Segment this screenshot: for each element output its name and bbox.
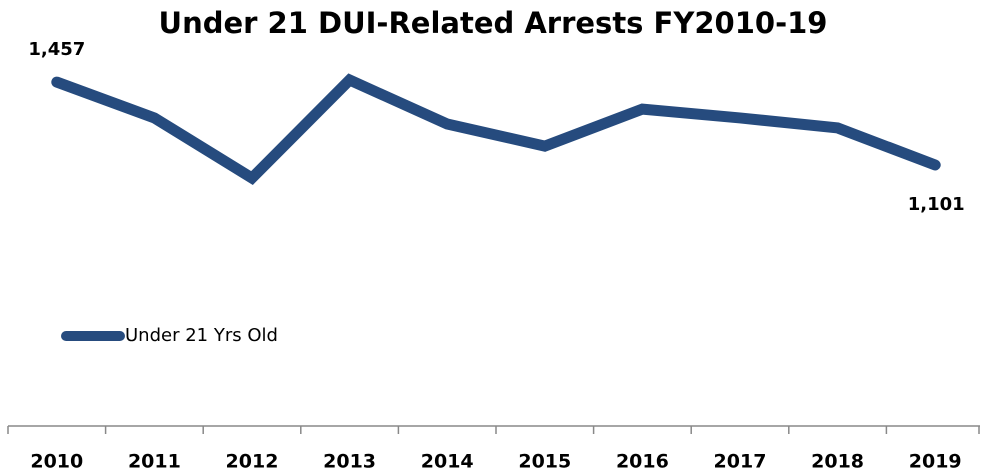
data-label: 1,457 [28, 39, 85, 60]
data-line [51, 73, 941, 185]
x-tick-label: 2018 [811, 451, 864, 473]
x-tick-label: 2017 [714, 451, 767, 473]
x-tick-label: 2012 [226, 451, 279, 473]
x-tick-label: 2010 [30, 451, 83, 473]
chart-title: Under 21 DUI-Related Arrests FY2010-19 [159, 6, 828, 40]
legend-label: Under 21 Yrs Old [125, 325, 278, 346]
x-tick-label: 2011 [128, 451, 181, 473]
x-tick-label: 2019 [909, 451, 962, 473]
data-label: 1,101 [908, 194, 965, 215]
x-tick-label: 2014 [421, 451, 474, 473]
x-tick-label: 2013 [323, 451, 376, 473]
x-tick-label: 2016 [616, 451, 669, 473]
x-tick-label: 2015 [518, 451, 571, 473]
